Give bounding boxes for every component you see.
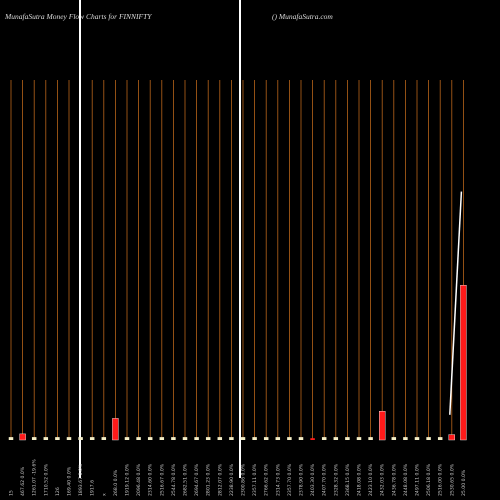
bar <box>8 437 14 440</box>
x-tick-label: 1261.07 -19.6% <box>32 459 38 496</box>
x-tick-label: 2694.67 0.0% <box>194 463 200 496</box>
bar <box>19 433 26 441</box>
bar <box>78 437 83 440</box>
bar <box>437 437 443 440</box>
bar <box>403 437 408 440</box>
bar <box>194 437 199 440</box>
x-tick-label: 2423.10 0.0% <box>368 463 374 496</box>
chart-title: MunafaSutra Money Flow Charts for FINNIF… <box>4 12 152 21</box>
bar <box>147 437 153 440</box>
x-tick-label: 2407.70 0.0% <box>322 463 328 496</box>
x-tick-label: 169.40 0.0% <box>67 466 73 496</box>
x-tick-label: 2801.23 0.0% <box>206 463 212 496</box>
bar <box>263 437 269 440</box>
x-tick-label: 2766.62 0.0% <box>264 463 270 496</box>
bar <box>310 438 315 440</box>
x-tick-label: 2403.30 0.0% <box>310 463 316 496</box>
x-tick-label: 2238.90 0.0% <box>229 463 235 496</box>
bar <box>182 437 188 440</box>
price-line <box>449 191 463 415</box>
bar <box>356 437 362 440</box>
bar <box>448 434 455 441</box>
bar <box>66 437 72 440</box>
site-name: () MunafaSutra.com <box>272 12 333 21</box>
x-tick-label: 15 <box>9 490 15 496</box>
x-tick-label: 2448.08 0.0% <box>403 463 409 496</box>
x-tick-label: 2418.08 0.0% <box>357 463 363 496</box>
x-tick-label: 2530.65 0.0% <box>449 463 455 496</box>
x-tick-label: 2432.03 0.0% <box>380 463 386 496</box>
bar <box>124 437 130 440</box>
x-tick-label: 2506.18 0.0% <box>426 463 432 496</box>
bar <box>298 437 304 440</box>
bar <box>205 437 211 440</box>
x-tick-label: 467.62 0.0% <box>20 466 26 496</box>
x-tick-label: 2328.32 0.0% <box>333 463 339 496</box>
bar <box>321 437 327 440</box>
bar <box>31 437 37 440</box>
x-tick-label: 2497.11 0.0% <box>415 463 421 496</box>
x-tick-label: 126 <box>55 487 61 496</box>
bar <box>391 437 397 440</box>
bar <box>101 437 107 440</box>
x-tick-label: 2314.60 0.0% <box>148 463 154 496</box>
bar <box>159 437 165 440</box>
x-tick-label: 2516.00 0.0% <box>438 463 444 496</box>
bar <box>345 437 350 440</box>
bar <box>136 437 141 440</box>
x-tick-label: 2682.51 0.0% <box>183 463 189 496</box>
bar <box>240 437 246 440</box>
x-tick-label: 1710.52 0.0% <box>43 463 49 496</box>
bar <box>252 437 257 440</box>
x-tick-label: 2368.15 0.0% <box>345 463 351 496</box>
x-tick-label: 2357.70 0.0% <box>287 463 293 496</box>
x-tick-label: 1893.67 0.0% <box>78 463 84 496</box>
bar <box>217 437 223 440</box>
x-tick-label: 2357.11 0.0% <box>252 463 258 496</box>
bar <box>89 437 95 440</box>
x-tick-label: x <box>102 493 107 496</box>
x-tick-label: 1919.12 0.0% <box>125 463 131 496</box>
bar <box>426 437 431 440</box>
bar <box>379 411 386 441</box>
x-tick-label: 2516.67 0.0% <box>159 463 165 496</box>
x-tick-label: 2300.86 0.0% <box>241 463 247 496</box>
bar <box>275 437 281 440</box>
x-tick-label: 25.00 0.0% <box>461 469 467 496</box>
bar <box>460 285 467 441</box>
x-tick-label: 2544.78 0.0% <box>171 463 177 496</box>
bar <box>333 437 339 440</box>
x-tick-label: 2096.48 0.0% <box>136 463 142 496</box>
bar <box>368 437 373 440</box>
bar <box>229 437 234 440</box>
bar <box>43 437 49 440</box>
x-tick-label: 268.0 0.0% <box>113 469 119 496</box>
x-tick-label: 2378.90 0.0% <box>299 463 305 496</box>
x-tick-label: 2314.73 0.0% <box>275 463 281 496</box>
bar <box>112 418 119 441</box>
x-tick-label: 1917.6 <box>90 480 96 496</box>
x-tick-label: 2436.78 0.0% <box>391 463 397 496</box>
bar <box>414 437 420 440</box>
bar <box>55 437 60 440</box>
x-tick-label: 2812.07 0.0% <box>217 463 223 496</box>
bar <box>287 437 292 440</box>
bar <box>171 437 176 440</box>
